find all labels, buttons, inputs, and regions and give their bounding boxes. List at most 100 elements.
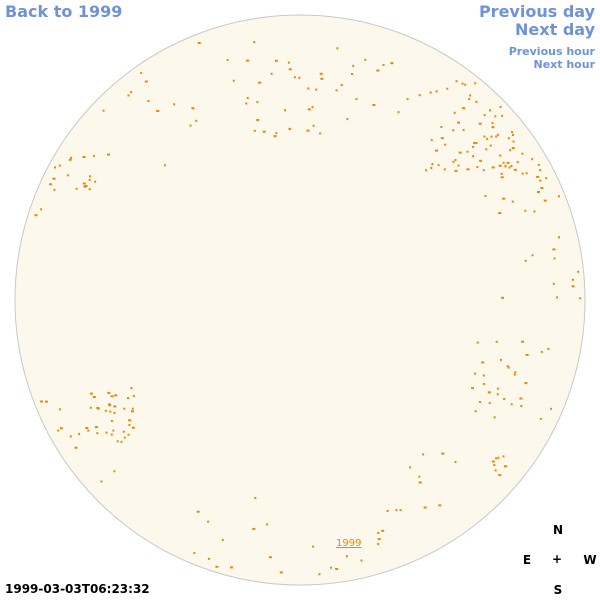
sky-object-mark	[399, 509, 402, 512]
sky-object-mark	[113, 470, 116, 473]
sky-object-mark	[355, 98, 358, 101]
sky-object-mark	[558, 195, 560, 198]
sky-object-mark	[490, 135, 493, 138]
sky-object-mark	[360, 559, 363, 562]
sky-object-mark	[418, 94, 421, 97]
sky-object-mark	[504, 164, 507, 167]
sky-object-mark	[474, 372, 477, 375]
sky-object-mark	[422, 453, 425, 456]
sky-object-mark	[54, 166, 56, 169]
compass-center-icon: +	[551, 552, 563, 566]
sky-object-mark	[173, 103, 176, 106]
sky-object-mark	[430, 166, 433, 169]
back-to-year-link[interactable]: Back to 1999	[5, 2, 123, 21]
sky-object-mark	[287, 61, 290, 64]
sky-object-mark	[336, 47, 339, 50]
sky-object-mark	[52, 177, 56, 180]
sky-object-mark	[525, 172, 528, 175]
sky-object-mark	[493, 416, 496, 419]
sky-object-mark	[545, 177, 548, 180]
sky-object-mark	[320, 77, 324, 80]
sky-object-mark	[377, 538, 381, 541]
next-hour-link[interactable]: Next hour	[533, 58, 596, 71]
sky-object-mark	[275, 132, 278, 135]
sky-object-mark	[481, 361, 485, 364]
sky-object-mark	[397, 111, 400, 114]
sky-object-mark	[429, 91, 432, 94]
sky-object-mark	[503, 398, 506, 400]
sky-object-mark	[268, 556, 272, 559]
sky-object-mark	[498, 212, 502, 215]
sky-object-mark	[345, 555, 348, 558]
sky-object-mark	[478, 401, 481, 403]
sky-object-mark	[85, 427, 89, 429]
sky-object-mark	[112, 429, 115, 432]
sky-object-mark	[87, 429, 90, 432]
sky-object-mark	[284, 109, 286, 112]
sky-object-mark	[494, 469, 497, 472]
previous-day-link[interactable]: Previous day	[478, 2, 595, 21]
sky-object-mark	[335, 89, 338, 92]
sky-object-mark	[372, 104, 376, 106]
sky-object-mark	[96, 407, 100, 409]
sky-object-mark	[539, 169, 542, 172]
sky-object-mark	[533, 210, 536, 213]
sky-object-mark	[104, 409, 107, 412]
sky-object-mark	[78, 432, 81, 435]
year-label-link[interactable]: 1999	[336, 538, 362, 549]
sky-object-mark	[346, 118, 349, 121]
sky-object-mark	[512, 140, 515, 143]
sky-object-mark	[536, 175, 540, 178]
sky-object-mark	[531, 254, 534, 257]
sky-object-mark	[130, 387, 133, 389]
sky-object-mark	[431, 163, 434, 165]
sky-object-mark	[556, 296, 558, 299]
sky-object-mark	[195, 119, 198, 122]
sky-object-mark	[511, 147, 515, 149]
sky-object-mark	[502, 455, 505, 458]
sky-object-mark	[476, 341, 479, 344]
sky-object-mark	[511, 200, 514, 203]
sky-object-mark	[539, 417, 542, 420]
sky-object-mark	[319, 132, 321, 135]
sky-object-mark	[453, 111, 456, 114]
sky-object-mark	[437, 164, 440, 167]
sky-object-mark	[232, 79, 235, 82]
sky-object-mark	[466, 168, 470, 171]
sky-object-mark	[114, 394, 118, 397]
sky-object-mark	[92, 154, 95, 157]
sky-object-mark	[507, 366, 510, 369]
sky-object-mark	[258, 81, 262, 84]
sky-object-mark	[120, 440, 123, 443]
sky-object-mark	[550, 407, 552, 410]
next-day-link[interactable]: Next day	[515, 20, 595, 39]
sky-object-mark	[130, 91, 133, 94]
previous-hour-link[interactable]: Previous hour	[508, 45, 595, 58]
sky-object-mark	[123, 436, 126, 439]
sky-object-mark	[273, 135, 277, 138]
sky-object-mark	[469, 94, 472, 97]
sky-object-mark	[307, 87, 310, 90]
sky-object-mark	[454, 170, 458, 172]
sky-object-mark	[116, 440, 119, 443]
sky-object-mark	[68, 158, 72, 161]
sky-object-mark	[543, 199, 547, 202]
sky-object-mark	[509, 149, 512, 152]
sky-object-mark	[381, 529, 385, 532]
sky-object-mark	[364, 58, 367, 61]
compass-south: S	[553, 583, 563, 597]
sky-object-mark	[132, 395, 135, 397]
sky-object-mark	[495, 135, 498, 138]
sky-object-mark	[435, 90, 438, 93]
sky-object-mark	[500, 176, 504, 179]
sky-object-mark	[245, 102, 248, 105]
sky-object-mark	[82, 182, 86, 185]
sky-object-mark	[256, 101, 259, 104]
sky-object-mark	[516, 161, 519, 164]
sky-object-mark	[298, 76, 301, 79]
sky-object-mark	[110, 395, 114, 398]
sky-object-mark	[452, 129, 455, 132]
sky-object-mark	[521, 340, 525, 343]
sky-object-mark	[253, 129, 256, 132]
